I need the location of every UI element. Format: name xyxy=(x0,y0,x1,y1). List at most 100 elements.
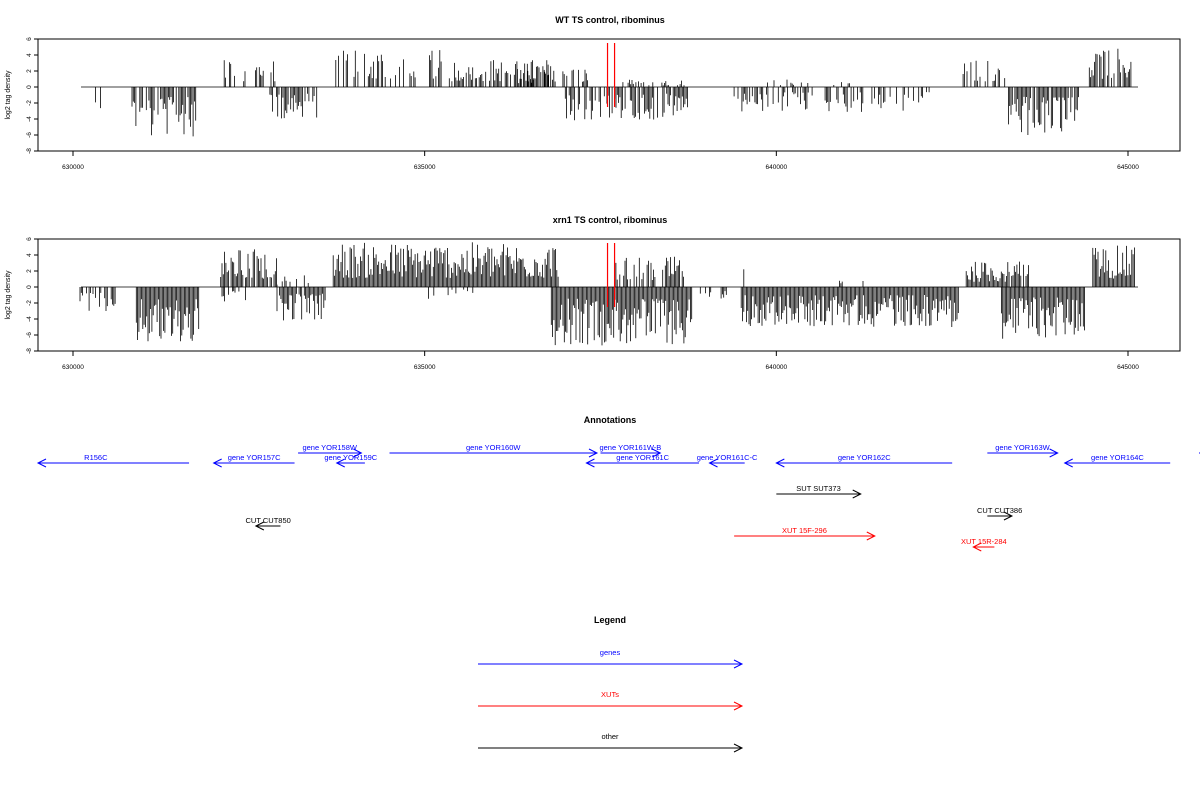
annotation-feature: XUT 15R-284 xyxy=(961,537,1007,552)
annotation-feature: gene YOR158W xyxy=(298,443,363,458)
arrow-head xyxy=(866,531,876,541)
annotation-feature: gene YOR161C-C xyxy=(697,453,758,468)
feature-label: CUT CUT850 xyxy=(246,516,291,525)
arrow-head xyxy=(775,458,785,468)
feature-label: gene YOR161C xyxy=(616,453,669,462)
legend-items: genes XUTs other xyxy=(478,648,744,753)
arrow-head xyxy=(353,448,363,458)
arrow-head xyxy=(335,458,345,468)
y-tick-label: 2 xyxy=(26,69,33,73)
x-tick-label: 640000 xyxy=(765,164,787,171)
y-tick-label: 0 xyxy=(26,85,33,89)
arrow-head xyxy=(1063,458,1073,468)
arrow-head xyxy=(254,521,265,531)
annotation-feature: CUT CUT850 xyxy=(246,516,291,531)
legend-label: other xyxy=(601,732,619,741)
legend-item-other: other xyxy=(478,732,744,753)
wt-density-panel: WT TS control, ribominus log2 tag densit… xyxy=(5,15,1181,171)
annotation-feature: gene YOR161W-B xyxy=(599,443,662,458)
annotation-feature: R156C xyxy=(36,453,190,468)
arrow-head xyxy=(588,448,599,458)
feature-label: SUT SUT373 xyxy=(796,484,840,493)
x-tick-label: 640000 xyxy=(765,364,787,371)
feature-label: gene YOR158W xyxy=(302,443,357,452)
y-tick-label: -4 xyxy=(26,316,33,322)
arrow-head xyxy=(708,458,718,468)
arrow-head xyxy=(733,659,744,669)
y-axis: 6 4 2 0 -2 -4 -6 -8 xyxy=(26,237,39,354)
arrow-head xyxy=(733,743,744,753)
plot-frame xyxy=(37,238,1181,352)
legend-item-genes: genes xyxy=(478,648,744,669)
feature-label: CUT CUT386 xyxy=(977,506,1022,515)
feature-label: gene YOR160W xyxy=(466,443,521,452)
legend-title: Legend xyxy=(594,615,626,625)
feature-label: gene YOR162C xyxy=(838,453,891,462)
feature-label: gene YOR159C xyxy=(324,453,377,462)
arrow-head xyxy=(733,701,744,711)
arrow-head xyxy=(1003,511,1014,521)
arrow-head xyxy=(972,542,982,552)
arrow-head xyxy=(36,458,47,468)
legend-label: genes xyxy=(600,648,621,657)
y-tick-label: -6 xyxy=(26,132,33,138)
xrn1-density-panel: xrn1 TS control, ribominus log2 tag dens… xyxy=(5,215,1181,371)
annotation-feature: gene YOR161C xyxy=(585,453,699,468)
panel-title: xrn1 TS control, ribominus xyxy=(553,215,668,225)
annotation-feature: gene YOR160W xyxy=(389,443,599,458)
y-tick-label: -6 xyxy=(26,332,33,338)
y-tick-label: 6 xyxy=(26,237,33,241)
feature-label: XUT 15F-296 xyxy=(782,526,827,535)
arrow-head xyxy=(852,489,862,499)
x-axis: 630000 635000 640000 645000 xyxy=(62,151,1139,171)
density-bars xyxy=(95,48,1132,137)
feature-label: gene YOR157C xyxy=(228,453,281,462)
feature-label: gene YOR161W-B xyxy=(599,443,661,452)
x-tick-label: 635000 xyxy=(414,164,436,171)
annotation-feature: gene YOR162C xyxy=(775,453,953,468)
feature-label: R156C xyxy=(84,453,108,462)
legend-item-xuts: XUTs xyxy=(478,690,744,711)
y-axis-label: log2 tag density xyxy=(5,270,12,320)
annotations-title: Annotations xyxy=(584,415,637,425)
x-tick-label: 630000 xyxy=(62,164,84,171)
y-axis-label: log2 tag density xyxy=(5,70,12,120)
density-bars xyxy=(79,242,1135,346)
y-tick-label: 2 xyxy=(26,269,33,273)
annotation-feature: gene YOR164C xyxy=(1063,453,1171,468)
x-tick-label: 645000 xyxy=(1117,164,1139,171)
x-axis: 630000 635000 640000 645000 xyxy=(62,351,1139,371)
highlight-lines xyxy=(606,243,616,307)
annotation-feature: CUT CUT386 xyxy=(977,506,1022,521)
annotation-feature: SUT SUT373 xyxy=(776,484,862,499)
arrow-head xyxy=(1049,448,1059,458)
arrow-head xyxy=(212,458,222,468)
x-tick-label: 635000 xyxy=(414,364,436,371)
legend-label: XUTs xyxy=(601,690,619,699)
y-tick-label: -2 xyxy=(26,300,33,306)
y-tick-label: 4 xyxy=(26,53,33,57)
arrow-head xyxy=(585,458,595,468)
y-tick-label: 4 xyxy=(26,253,33,257)
feature-label: XUT 15R-284 xyxy=(961,537,1007,546)
feature-label: gene YOR161C-C xyxy=(697,453,758,462)
annotation-feature: gene YOR163W xyxy=(987,443,1059,458)
legend: Legend genes XUTs other xyxy=(478,615,744,753)
feature-label: gene YOR164C xyxy=(1091,453,1144,462)
annotation-feature: XUT 15F-296 xyxy=(734,526,876,541)
annotation-feature: gene YOR157C xyxy=(212,453,295,468)
y-axis: 6 4 2 0 -2 -4 -6 -8 xyxy=(26,37,39,154)
x-tick-label: 630000 xyxy=(62,364,84,371)
arrow-head xyxy=(652,448,662,458)
x-tick-label: 645000 xyxy=(1117,364,1139,371)
annotation-feature: gene YOR159C xyxy=(324,453,378,468)
y-tick-label: -2 xyxy=(26,100,33,106)
y-tick-label: 6 xyxy=(26,37,33,41)
highlight-lines xyxy=(606,43,616,107)
feature-label: gene YOR163W xyxy=(995,443,1050,452)
y-tick-label: -8 xyxy=(26,348,33,354)
panel-title: WT TS control, ribominus xyxy=(555,15,665,25)
y-tick-label: 0 xyxy=(26,285,33,289)
